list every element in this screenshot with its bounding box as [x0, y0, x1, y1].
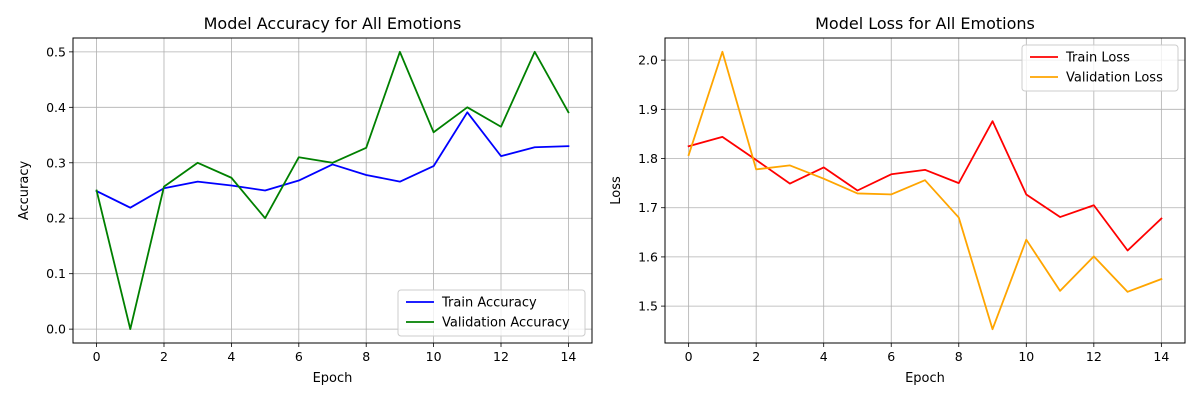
- y-tick-label: 0.0: [46, 322, 66, 337]
- legend-label: Train Accuracy: [441, 296, 537, 311]
- x-tick-label: 2: [752, 349, 760, 364]
- loss-chart: 0 2 4 6 8 10 12 14 1.5 1.6 1.7 1.8 1.9 2.0 Model Loss …: [609, 14, 1186, 386]
- y-tick-label: 1.7: [638, 200, 658, 215]
- x-tick-label: 8: [955, 349, 963, 364]
- y-tick-label: 0.4: [46, 100, 66, 115]
- plot-area-frame: [664, 37, 1186, 344]
- x-tick-label: 12: [493, 349, 509, 364]
- legend-box: [1021, 44, 1179, 92]
- y-tick-label: 0.1: [46, 266, 66, 281]
- x-tick-label: 2: [160, 349, 168, 364]
- x-tick-label: 6: [887, 349, 895, 364]
- y-tick-label: 2.0: [638, 53, 658, 68]
- x-tick-label: 12: [1086, 349, 1102, 364]
- y-tick-label: 1.6: [638, 249, 658, 264]
- x-tick-label: 14: [560, 349, 576, 364]
- x-tick-label: 0: [93, 349, 101, 364]
- y-tick-label: 1.9: [638, 102, 658, 117]
- y-tick-label: 0.2: [46, 211, 66, 226]
- x-tick-label: 6: [295, 349, 303, 364]
- chart-title: Model Accuracy for All Emotions: [204, 14, 462, 33]
- legend: Train Accuracy Validation Accuracy: [397, 289, 586, 337]
- x-axis-label: Epoch: [905, 371, 945, 386]
- y-axis-label: Accuracy: [17, 161, 32, 221]
- y-tick-label: 0.5: [46, 44, 66, 59]
- series-line-validation-loss: [687, 50, 1163, 331]
- plot-area-frame: [72, 37, 593, 344]
- y-tick-label: 0.3: [46, 155, 66, 170]
- y-axis-label: Loss: [609, 176, 624, 205]
- y-tick-label: 1.8: [638, 151, 658, 166]
- x-tick-label: 10: [426, 349, 442, 364]
- legend-label: Validation Loss: [1066, 71, 1163, 86]
- y-tick-label: 1.5: [638, 299, 658, 314]
- accuracy-chart: 0 2 4 6 8 10 12 14 0.0 0.1 0.2 0.3 0.4 0.5 Model Accur…: [17, 14, 593, 386]
- x-axis-label: Epoch: [313, 371, 353, 386]
- series-line-train-loss: [687, 120, 1163, 252]
- x-tick-label: 0: [685, 349, 693, 364]
- x-tick-label: 4: [820, 349, 828, 364]
- series-line-train-accuracy: [95, 111, 570, 209]
- legend: Train Loss Validation Loss: [1021, 44, 1179, 92]
- legend-label: Validation Accuracy: [442, 316, 570, 331]
- x-tick-label: 4: [227, 349, 235, 364]
- x-tick-label: 10: [1018, 349, 1034, 364]
- x-tick-label: 14: [1153, 349, 1169, 364]
- x-tick-label: 8: [362, 349, 370, 364]
- chart-title: Model Loss for All Emotions: [815, 14, 1035, 33]
- legend-label: Train Loss: [1065, 51, 1130, 66]
- series-line-validation-accuracy: [95, 50, 570, 331]
- legend-box: [397, 289, 586, 337]
